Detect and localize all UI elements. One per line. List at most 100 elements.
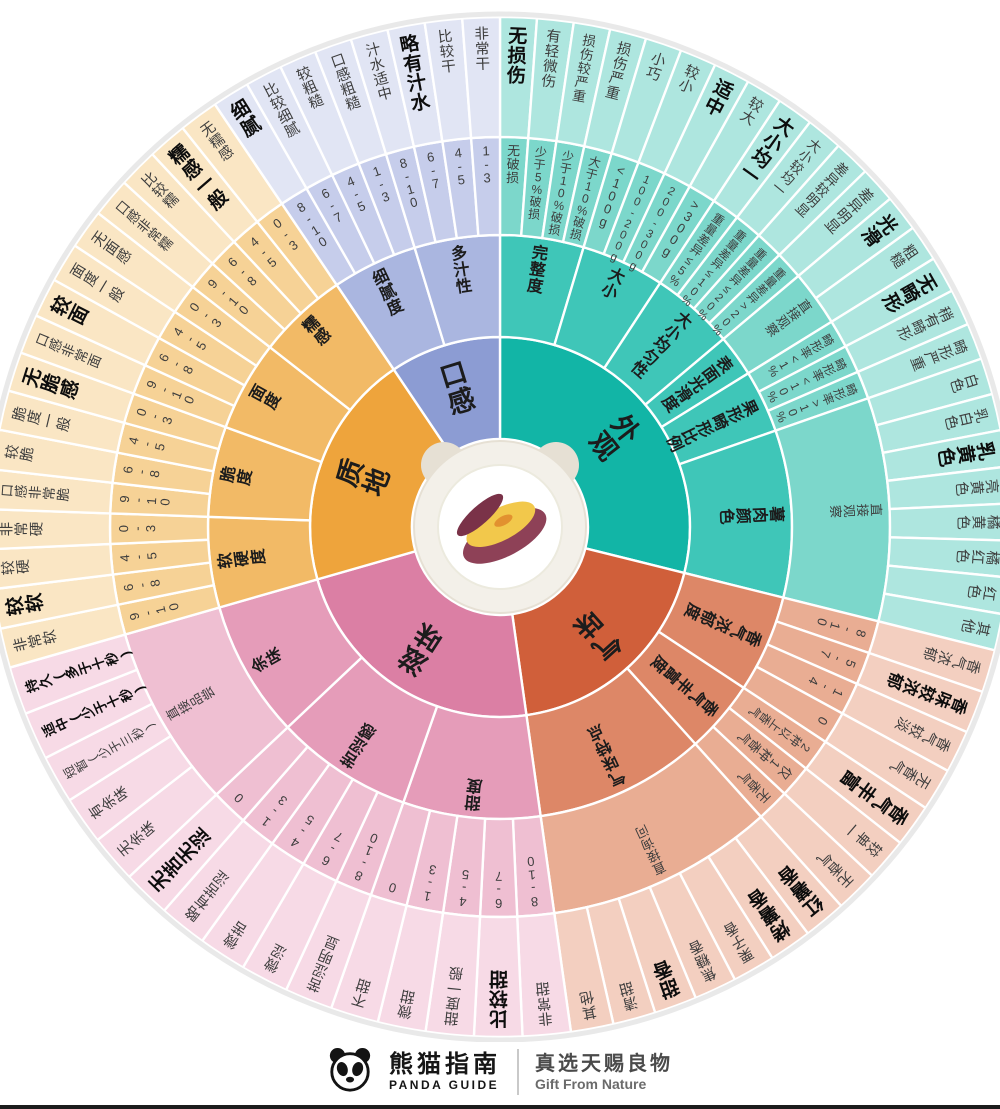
- descriptor-label: 损伤严重: [603, 40, 633, 104]
- scale-label: 9-10: [126, 602, 182, 622]
- scale-label: 无破损: [506, 143, 521, 185]
- descriptor-label: 短暂(少于三秒): [61, 718, 158, 781]
- subcategory-label: 甜度: [463, 776, 483, 813]
- subcategory-label: 果形畸形比例: [662, 396, 761, 455]
- brand-name-en: PANDA GUIDE: [389, 1078, 500, 1093]
- subcategory-label: 脆度: [217, 464, 255, 487]
- descriptor-label: 乳白色: [941, 407, 990, 432]
- descriptor-label: 较脆: [2, 443, 37, 462]
- descriptor-label: 苦涩明显: [305, 932, 342, 995]
- scale-label: 6-8: [120, 465, 163, 479]
- scale-label: 少于10%破损: [547, 148, 575, 238]
- scale-label: 直接品尝: [163, 684, 218, 723]
- brand-name-cn: 熊猫指南: [389, 1050, 501, 1078]
- subcategory-label: 细腻度: [369, 265, 407, 320]
- descriptor-label: 非常甜: [535, 979, 554, 1027]
- descriptor-label: 香味较浓郁: [883, 669, 971, 718]
- descriptor-label: 适中(少于十秒): [39, 680, 149, 741]
- subcategory-label: 薯肉颜色: [717, 505, 787, 525]
- descriptor-label: 口感非常面: [33, 331, 104, 370]
- descriptor-label: 较粗糙: [294, 63, 326, 113]
- footer-divider: [517, 1049, 519, 1095]
- descriptor-label: 有轻微伤: [541, 28, 563, 92]
- descriptor-label: 比较干: [437, 28, 457, 76]
- scale-label: 6-7: [426, 149, 441, 192]
- descriptor-label: 较软: [2, 592, 47, 618]
- brand-block: 熊猫指南 PANDA GUIDE: [389, 1050, 501, 1093]
- scale-label: 4-5: [117, 552, 159, 563]
- subcategory-label: 完整度: [525, 242, 550, 296]
- scale-label: 1-3: [422, 862, 437, 905]
- scale-label: 4-5: [454, 145, 466, 188]
- descriptor-label: 微甜: [396, 986, 417, 1020]
- descriptor-cell: [460, 15, 502, 140]
- scale-label: 6-8: [120, 578, 163, 592]
- descriptor-label: 不甜: [350, 975, 373, 1009]
- descriptor-label: 红色: [964, 583, 998, 602]
- scale-label: 8-10: [527, 854, 539, 910]
- descriptor-label: 甜香: [649, 955, 683, 1002]
- descriptor-label: 香气浓郁: [919, 644, 983, 676]
- descriptor-label: 甜度一般: [443, 964, 464, 1027]
- descriptor-label: 非常硬: [0, 521, 46, 536]
- scale-label: 6-7: [495, 869, 502, 911]
- descriptor-label: 其他: [958, 617, 992, 638]
- center-emblem: [413, 440, 587, 614]
- descriptor-label: 比较甜: [489, 967, 508, 1029]
- scale-label: 畸形率>10%: [772, 382, 859, 426]
- wheel-outer-rim: [0, 11, 1000, 1042]
- scale-label: 少于5%破损: [527, 145, 547, 222]
- descriptor-label: 较小: [676, 61, 703, 97]
- scale-label: 100-200g: [608, 174, 651, 265]
- descriptor-label: 乳黄色: [934, 440, 999, 468]
- slogan-en: Gift From Nature: [535, 1076, 647, 1092]
- subcategory-label: 表面光滑度: [657, 352, 737, 417]
- scale-label: 直接观察: [828, 503, 884, 519]
- descriptor-label: 清甜: [617, 978, 639, 1013]
- sweet-potato-image: [456, 493, 547, 564]
- descriptor-label: 其他: [578, 988, 598, 1022]
- descriptor-label: 亮黄色: [952, 478, 1000, 496]
- descriptor-label: 损伤较严重: [571, 32, 598, 105]
- scale-label: 大于10%破损: [568, 154, 602, 243]
- descriptor-label: 小巧: [644, 50, 669, 85]
- scale-label: 1-3: [371, 163, 392, 205]
- descriptor-label: 脆度一般: [9, 405, 74, 434]
- descriptor-label: 口感粗糙: [329, 52, 363, 115]
- scale-label: 0-3: [133, 407, 175, 427]
- scale-label: 8-10: [398, 155, 419, 211]
- subcategory-label: 多汁性: [450, 243, 474, 297]
- descriptor-label: 略有汁水: [398, 31, 433, 116]
- scale-label: 畸形率<10%: [764, 356, 849, 405]
- slogan-cn: 真选天赐良物: [535, 1053, 673, 1075]
- subcategory-label: 软硬度: [215, 547, 269, 570]
- descriptor-label: 微涩: [261, 940, 289, 975]
- subcategory-label: 大小: [599, 264, 629, 303]
- scale-label: 4-5: [125, 435, 168, 452]
- scale-label: 8-10: [814, 616, 869, 639]
- scale-label: 直接询问: [633, 822, 668, 878]
- slogan-block: 真选天赐良物 Gift From Nature: [535, 1052, 673, 1092]
- descriptor-label: 较硬: [0, 558, 33, 576]
- descriptor-label: 口感非常脆: [0, 483, 71, 502]
- descriptor-label: 焦糖香: [686, 936, 719, 985]
- descriptor-label: 持久(多于十秒): [22, 645, 135, 695]
- descriptor-label: 非常软: [11, 628, 60, 653]
- scale-label: 9-10: [117, 495, 173, 506]
- scale-label: 200-300g: [627, 185, 676, 273]
- descriptor-label: 橘红色: [953, 548, 1000, 565]
- descriptor-label: 香气较淡: [891, 714, 953, 755]
- descriptor-label: 无损伤: [505, 26, 527, 87]
- brand-footer: 熊猫指南 PANDA GUIDE 真选天赐良物 Gift From Nature: [0, 1042, 1000, 1102]
- descriptor-label: 稍有畸形: [893, 304, 956, 344]
- descriptor-label: 畸形严重: [907, 338, 970, 375]
- scale-label: 1-3: [482, 143, 491, 185]
- scale-label: 0: [387, 880, 398, 896]
- descriptor-label: 橘黄色: [954, 515, 1000, 530]
- descriptor-label: 汁水适中: [364, 40, 394, 104]
- descriptor-label: 非常干: [474, 25, 490, 73]
- scale-label: 4-5: [458, 867, 469, 910]
- panda-logo-icon: [327, 1047, 373, 1098]
- descriptor-label: 口感非常糯: [113, 198, 176, 254]
